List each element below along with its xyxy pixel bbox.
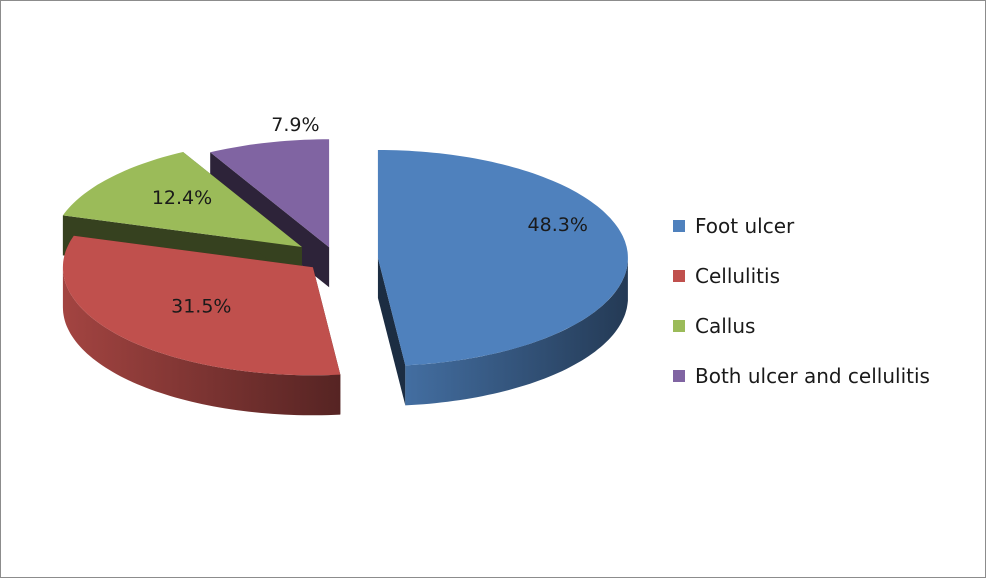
data-label: 31.5% (171, 296, 231, 318)
legend-label: Callus (695, 314, 756, 338)
slice-rim (62, 267, 341, 416)
slice-cut-face (377, 258, 406, 406)
legend-swatch (673, 220, 685, 232)
legend-swatch (673, 270, 685, 282)
legend-item-cellulitis: Cellulitis (673, 251, 930, 301)
legend-item-both: Both ulcer and cellulitis (673, 351, 930, 401)
slice-top (62, 152, 302, 247)
legend-item-foot-ulcer: Foot ulcer (673, 201, 930, 251)
slice-rim (405, 258, 628, 406)
legend-label: Cellulitis (695, 264, 780, 288)
legend: Foot ulcer Cellulitis Callus Both ulcer … (673, 201, 930, 401)
data-label: 48.3% (528, 214, 588, 236)
slice-top (377, 150, 628, 366)
legend-swatch (673, 320, 685, 332)
pie-slice (377, 150, 628, 406)
legend-label: Foot ulcer (695, 214, 795, 238)
data-label: 7.9% (271, 114, 319, 136)
data-label: 12.4% (152, 187, 212, 209)
pie-slice (62, 235, 341, 416)
slice-top (210, 139, 330, 248)
legend-swatch (673, 370, 685, 382)
legend-item-callus: Callus (673, 301, 930, 351)
slice-top (62, 235, 341, 376)
legend-label: Both ulcer and cellulitis (695, 364, 930, 388)
